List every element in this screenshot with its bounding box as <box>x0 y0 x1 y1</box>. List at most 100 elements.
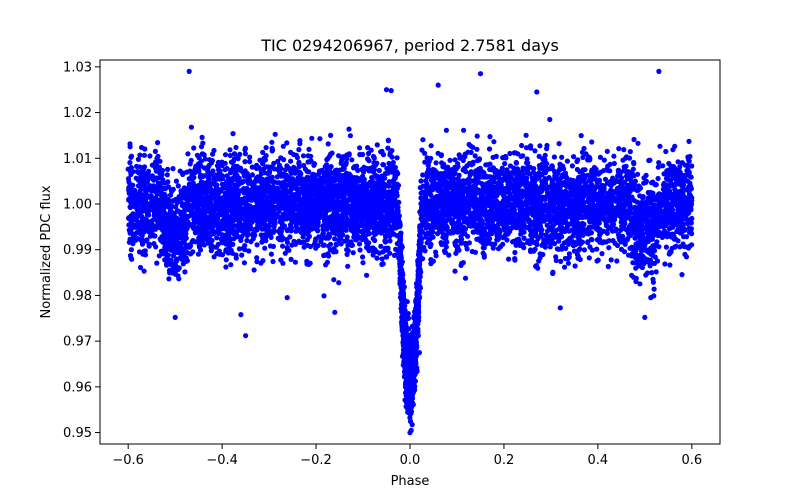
data-point <box>689 163 695 169</box>
data-point <box>336 236 342 243</box>
data-point <box>288 158 294 164</box>
data-point <box>394 155 400 161</box>
data-point <box>460 178 466 184</box>
data-point <box>521 235 527 241</box>
data-point <box>128 247 134 253</box>
data-point <box>472 249 478 255</box>
data-point <box>662 261 668 267</box>
data-point <box>657 143 663 149</box>
data-point <box>515 151 521 157</box>
data-point <box>156 253 162 259</box>
data-point <box>242 151 248 157</box>
data-point <box>455 164 461 170</box>
data-point <box>357 145 363 151</box>
data-point <box>543 232 549 238</box>
data-point <box>159 204 165 210</box>
data-point <box>550 270 556 277</box>
data-point <box>480 245 486 251</box>
data-point <box>242 159 248 165</box>
data-point <box>574 158 580 165</box>
data-point <box>321 226 327 232</box>
data-point <box>282 250 288 256</box>
data-point <box>597 232 603 238</box>
data-point <box>589 167 595 173</box>
data-point <box>284 245 290 251</box>
data-point <box>288 228 294 234</box>
data-point <box>288 256 294 262</box>
data-point <box>611 153 617 159</box>
data-point <box>272 131 278 137</box>
data-point <box>478 174 484 180</box>
data-point <box>544 142 550 149</box>
data-point <box>357 151 363 158</box>
data-point <box>459 236 465 242</box>
data-point <box>227 147 233 153</box>
data-point <box>577 246 583 252</box>
data-point <box>173 178 179 184</box>
data-point <box>254 255 260 261</box>
data-point <box>384 254 390 260</box>
data-point <box>152 148 158 154</box>
data-point <box>223 257 229 263</box>
data-point <box>663 148 669 155</box>
data-point <box>147 153 153 159</box>
data-point <box>443 127 449 133</box>
data-point <box>656 191 663 197</box>
data-point <box>629 272 635 278</box>
data-point <box>142 146 148 152</box>
data-point <box>506 256 512 262</box>
data-point <box>197 247 204 253</box>
data-point <box>262 245 268 251</box>
data-point <box>258 260 264 266</box>
data-point <box>556 141 562 147</box>
data-point <box>523 132 529 138</box>
data-point <box>268 251 274 257</box>
data-point <box>569 163 576 169</box>
data-point <box>233 144 239 151</box>
data-point <box>519 169 525 175</box>
data-point <box>360 254 366 260</box>
data-point <box>623 163 629 169</box>
data-point <box>604 148 610 154</box>
data-point <box>342 238 348 244</box>
data-point <box>222 152 229 158</box>
data-point <box>343 162 349 168</box>
data-point <box>365 244 372 250</box>
data-point <box>633 265 639 271</box>
data-point <box>580 172 586 178</box>
data-point <box>313 236 319 242</box>
data-point <box>561 166 567 172</box>
data-point <box>450 181 457 187</box>
data-point <box>589 139 595 145</box>
data-point <box>425 163 431 169</box>
data-point <box>551 154 558 160</box>
data-point <box>331 277 337 283</box>
data-point <box>502 161 508 167</box>
data-point <box>321 293 327 299</box>
data-point <box>242 147 248 153</box>
data-point <box>688 220 694 226</box>
data-point <box>524 156 530 162</box>
data-point <box>419 147 425 153</box>
data-point <box>182 269 188 275</box>
data-point <box>447 157 453 163</box>
data-point <box>315 243 321 249</box>
data-point <box>191 145 197 151</box>
scatter-points <box>125 68 695 436</box>
data-point <box>635 140 641 146</box>
data-point <box>127 160 133 166</box>
data-point <box>627 149 633 155</box>
data-point <box>572 263 578 269</box>
data-point <box>165 166 171 172</box>
data-point <box>507 150 513 157</box>
data-point <box>365 156 371 162</box>
data-point <box>587 244 593 250</box>
data-point <box>137 264 144 271</box>
data-point <box>554 246 560 252</box>
data-point <box>521 224 527 230</box>
data-point <box>571 248 578 254</box>
data-point <box>637 281 643 287</box>
data-point <box>452 157 458 163</box>
data-point <box>370 236 376 242</box>
